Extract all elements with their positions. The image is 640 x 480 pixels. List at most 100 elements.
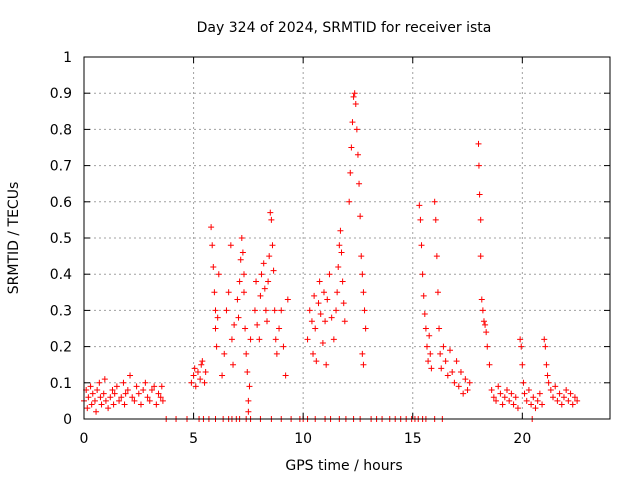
- data-point: [432, 216, 439, 223]
- data-point: [144, 394, 151, 401]
- data-point: [265, 278, 272, 285]
- y-axis-label: SRMTID / TECUs: [6, 182, 22, 295]
- data-point: [197, 376, 204, 383]
- y-tick-label: 0.8: [50, 122, 72, 138]
- data-point: [240, 271, 247, 278]
- data-point: [89, 390, 96, 397]
- data-point: [85, 394, 92, 401]
- data-point: [266, 253, 273, 260]
- data-point: [337, 227, 344, 234]
- data-point: [140, 387, 147, 394]
- data-point: [326, 271, 333, 278]
- data-point: [324, 296, 331, 303]
- data-point: [565, 397, 572, 404]
- data-point: [428, 365, 435, 372]
- data-point: [353, 126, 360, 133]
- data-point: [347, 169, 354, 176]
- data-point: [228, 336, 235, 343]
- data-point: [198, 361, 205, 368]
- data-point: [245, 408, 252, 415]
- data-point: [503, 387, 510, 394]
- data-point: [517, 336, 524, 343]
- data-point: [122, 390, 129, 397]
- y-axis: 0 0.1 0.2 0.3 0.4 0.5 0.6 0.7 0.8 0.9 1: [50, 50, 610, 428]
- data-point: [306, 307, 313, 314]
- data-point: [354, 151, 361, 158]
- data-point: [148, 387, 155, 394]
- data-point: [313, 358, 320, 365]
- data-point: [319, 339, 326, 346]
- data-point: [316, 278, 323, 285]
- data-point: [530, 394, 537, 401]
- data-point: [116, 397, 123, 404]
- data-point: [209, 242, 216, 249]
- data-point: [356, 180, 363, 187]
- data-point: [330, 336, 337, 343]
- data-point: [214, 314, 221, 321]
- data-point: [482, 321, 489, 328]
- data-point: [278, 307, 285, 314]
- data-point: [543, 361, 550, 368]
- data-point: [312, 325, 319, 332]
- x-axis-label: GPS time / hours: [285, 458, 402, 474]
- data-point: [417, 216, 424, 223]
- data-point: [460, 390, 467, 397]
- data-point: [159, 397, 166, 404]
- data-point: [268, 216, 275, 223]
- data-point: [506, 397, 513, 404]
- data-point: [199, 358, 206, 365]
- data-point: [349, 119, 356, 126]
- grid-lines: [84, 57, 610, 419]
- data-point: [155, 390, 162, 397]
- data-point: [440, 343, 447, 350]
- data-point: [101, 376, 108, 383]
- data-point: [359, 271, 366, 278]
- data-point: [466, 379, 473, 386]
- data-point: [107, 394, 114, 401]
- data-point: [455, 383, 462, 390]
- data-point: [438, 365, 445, 372]
- data-point: [317, 311, 324, 318]
- data-point: [346, 198, 353, 205]
- data-point: [280, 343, 287, 350]
- data-point: [91, 397, 98, 404]
- data-point: [532, 405, 539, 412]
- data-point: [501, 394, 508, 401]
- data-point: [191, 365, 198, 372]
- data-point: [230, 361, 237, 368]
- data-point: [357, 213, 364, 220]
- data-point: [423, 343, 430, 350]
- data-point: [133, 383, 140, 390]
- data-point: [270, 267, 277, 274]
- data-point: [227, 242, 234, 249]
- data-point: [462, 376, 469, 383]
- data-point: [547, 387, 554, 394]
- data-point: [273, 350, 280, 357]
- data-point: [348, 144, 355, 151]
- data-point: [146, 397, 153, 404]
- data-point: [444, 372, 451, 379]
- data-point: [124, 387, 131, 394]
- data-point: [284, 296, 291, 303]
- data-point: [127, 372, 134, 379]
- data-point: [486, 361, 493, 368]
- data-point: [257, 292, 264, 299]
- data-point: [211, 289, 218, 296]
- data-point: [272, 336, 279, 343]
- data-point: [96, 379, 103, 386]
- data-point: [518, 343, 525, 350]
- y-tick-label: 0.1: [50, 376, 72, 392]
- data-point: [221, 350, 228, 357]
- data-point: [262, 307, 269, 314]
- data-point: [361, 307, 368, 314]
- data-point: [478, 296, 485, 303]
- data-point: [358, 253, 365, 260]
- data-point: [483, 329, 490, 336]
- data-point: [210, 263, 217, 270]
- data-point: [238, 235, 245, 241]
- data-point: [322, 318, 329, 325]
- data-point: [520, 379, 527, 386]
- data-point: [447, 347, 454, 354]
- data-point: [334, 289, 341, 296]
- data-point: [137, 401, 144, 408]
